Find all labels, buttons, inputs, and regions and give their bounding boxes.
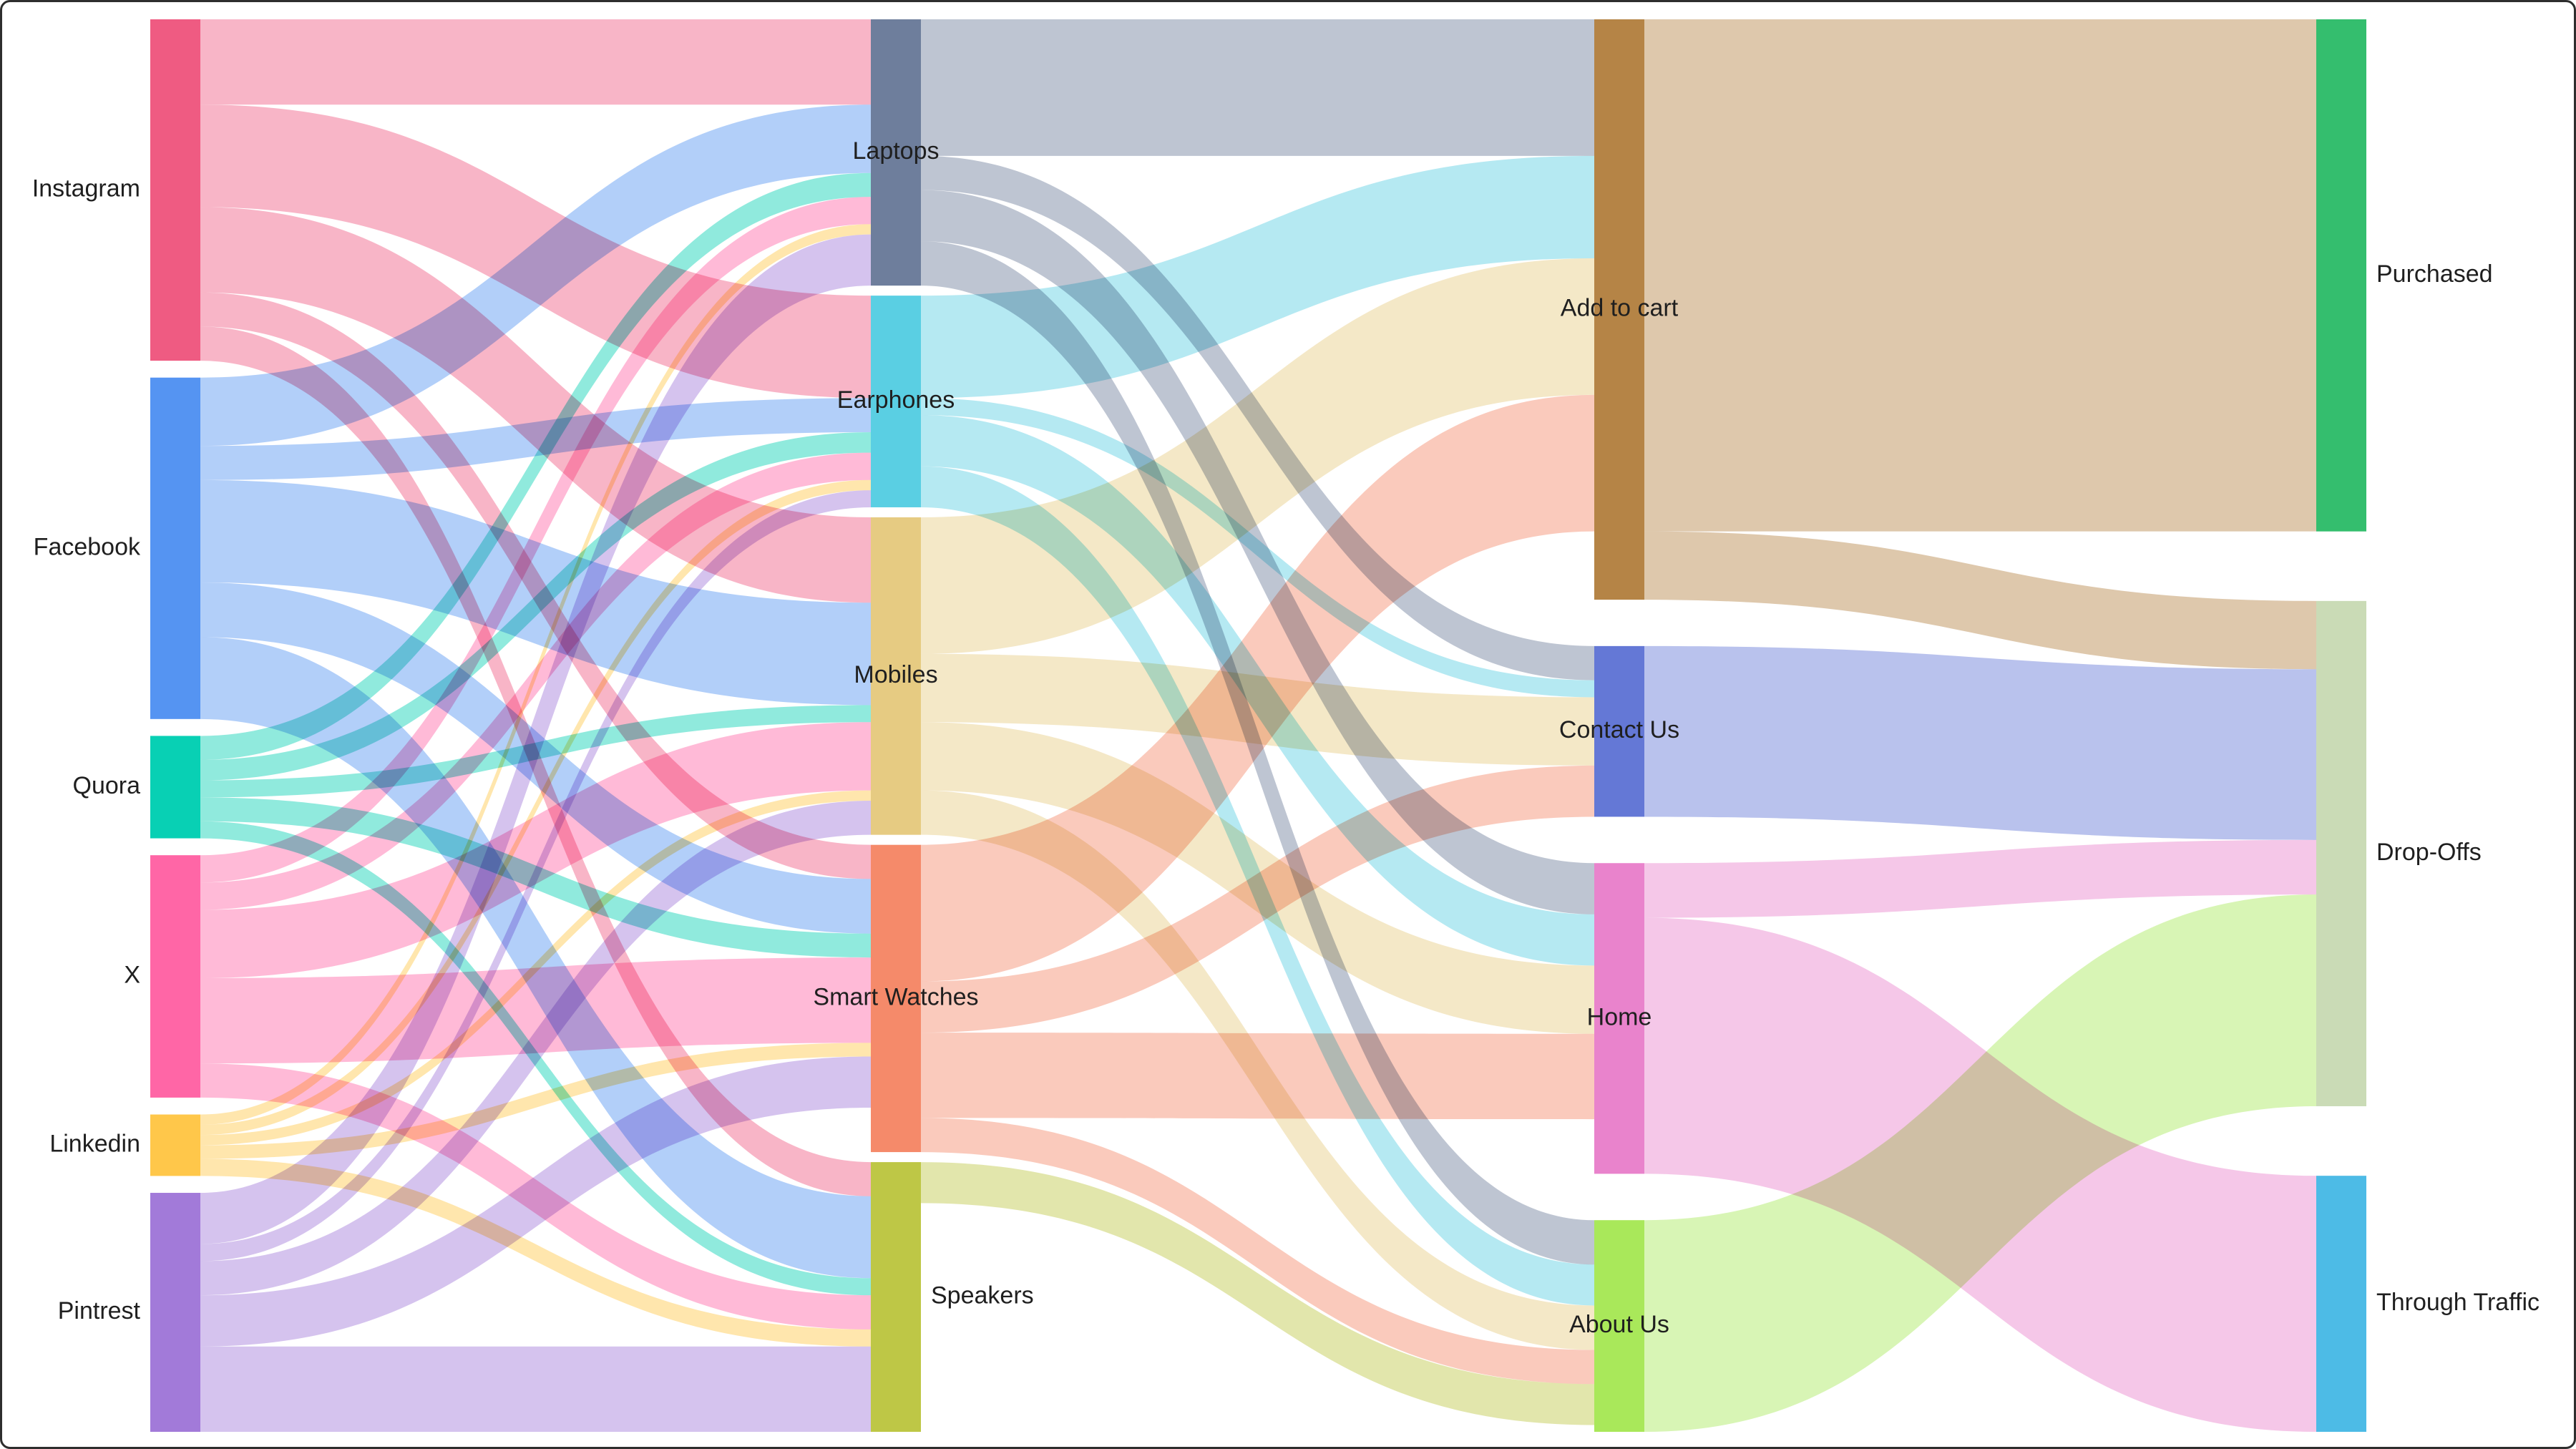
node-label-pintrest: Pintrest: [58, 1297, 141, 1324]
link-laptops-to-addtocart[interactable]: [921, 19, 1594, 156]
node-aboutus[interactable]: [1594, 1220, 1644, 1432]
node-smartwatches[interactable]: [871, 844, 921, 1153]
link-pintrest-to-earphones[interactable]: [200, 490, 871, 1262]
link-linkedin-to-earphones[interactable]: [200, 479, 871, 1136]
node-speakers[interactable]: [871, 1162, 921, 1432]
link-pintrest-to-laptops[interactable]: [200, 234, 871, 1244]
node-contactus[interactable]: [1594, 645, 1644, 817]
link-earphones-to-contactus[interactable]: [921, 398, 1594, 698]
node-label-home: Home: [1587, 1003, 1652, 1030]
node-label-dropoffs: Drop-Offs: [2376, 839, 2482, 866]
node-home[interactable]: [1594, 863, 1644, 1174]
link-linkedin-to-mobiles[interactable]: [200, 790, 871, 1146]
node-mobiles[interactable]: [871, 517, 921, 835]
link-aboutus-to-dropoffs[interactable]: [1644, 894, 2316, 1432]
link-facebook-to-laptops[interactable]: [200, 104, 871, 447]
node-label-smartwatches: Smart Watches: [813, 983, 978, 1010]
node-label-earphones: Earphones: [837, 386, 955, 414]
node-label-quora: Quora: [73, 772, 141, 799]
link-pintrest-to-smartwatches[interactable]: [200, 1056, 871, 1347]
link-pintrest-to-speakers[interactable]: [200, 1346, 871, 1432]
link-x-to-mobiles[interactable]: [200, 722, 871, 978]
link-earphones-to-addtocart[interactable]: [921, 155, 1594, 399]
node-dropoffs[interactable]: [2316, 600, 2366, 1106]
link-pintrest-to-mobiles[interactable]: [200, 800, 871, 1296]
link-addtocart-to-purchased[interactable]: [1644, 19, 2316, 532]
links-layer: [200, 19, 2316, 1432]
node-label-instagram: Instagram: [32, 175, 140, 203]
link-smartwatches-to-addtocart[interactable]: [921, 394, 1594, 982]
link-instagram-to-laptops[interactable]: [200, 19, 871, 105]
link-smartwatches-to-home[interactable]: [921, 1033, 1594, 1120]
node-instagram[interactable]: [150, 19, 200, 361]
node-label-purchased: Purchased: [2376, 260, 2493, 288]
nodes-layer: [150, 19, 2366, 1432]
link-linkedin-to-laptops[interactable]: [200, 224, 871, 1125]
node-label-aboutus: About Us: [1569, 1311, 1669, 1338]
node-earphones[interactable]: [871, 296, 921, 507]
link-x-to-earphones[interactable]: [200, 452, 871, 910]
node-label-contactus: Contact Us: [1559, 716, 1679, 743]
link-contactus-to-dropoffs[interactable]: [1644, 645, 2316, 840]
node-throughtraffic[interactable]: [2316, 1176, 2366, 1432]
link-x-to-laptops[interactable]: [200, 197, 871, 883]
node-label-laptops: Laptops: [853, 137, 940, 165]
node-label-throughtraffic: Through Traffic: [2376, 1289, 2540, 1316]
link-speakers-to-aboutus[interactable]: [921, 1162, 1594, 1425]
link-linkedin-to-speakers[interactable]: [200, 1158, 871, 1347]
link-facebook-to-earphones[interactable]: [200, 398, 871, 480]
node-label-linkedin: Linkedin: [49, 1130, 140, 1157]
node-x[interactable]: [150, 855, 200, 1098]
node-linkedin[interactable]: [150, 1114, 200, 1176]
link-linkedin-to-smartwatches[interactable]: [200, 1043, 871, 1159]
labels-layer: Instagram Facebook Quora X Linkedin Pintrest L…: [32, 137, 2540, 1338]
link-quora-to-earphones[interactable]: [200, 431, 871, 781]
node-laptops[interactable]: [871, 19, 921, 286]
node-label-facebook: Facebook: [34, 533, 141, 560]
node-label-addtocart: Add to cart: [1561, 295, 1679, 322]
node-addtocart[interactable]: [1594, 19, 1644, 600]
link-x-to-smartwatches[interactable]: [200, 957, 871, 1064]
node-facebook[interactable]: [150, 377, 200, 719]
node-label-speakers: Speakers: [931, 1282, 1034, 1309]
link-smartwatches-to-aboutus[interactable]: [921, 1118, 1594, 1385]
link-quora-to-laptops[interactable]: [200, 172, 871, 760]
node-label-x: X: [124, 962, 140, 989]
node-pintrest[interactable]: [150, 1193, 200, 1432]
node-purchased[interactable]: [2316, 19, 2366, 532]
link-mobiles-to-addtocart[interactable]: [921, 258, 1594, 654]
node-label-mobiles: Mobiles: [854, 661, 937, 688]
link-home-to-dropoffs[interactable]: [1644, 839, 2316, 918]
link-smartwatches-to-contactus[interactable]: [921, 765, 1594, 1033]
node-quora[interactable]: [150, 736, 200, 839]
link-facebook-to-mobiles[interactable]: [200, 479, 871, 706]
link-facebook-to-speakers[interactable]: [200, 637, 871, 1279]
link-addtocart-to-dropoffs[interactable]: [1644, 531, 2316, 670]
